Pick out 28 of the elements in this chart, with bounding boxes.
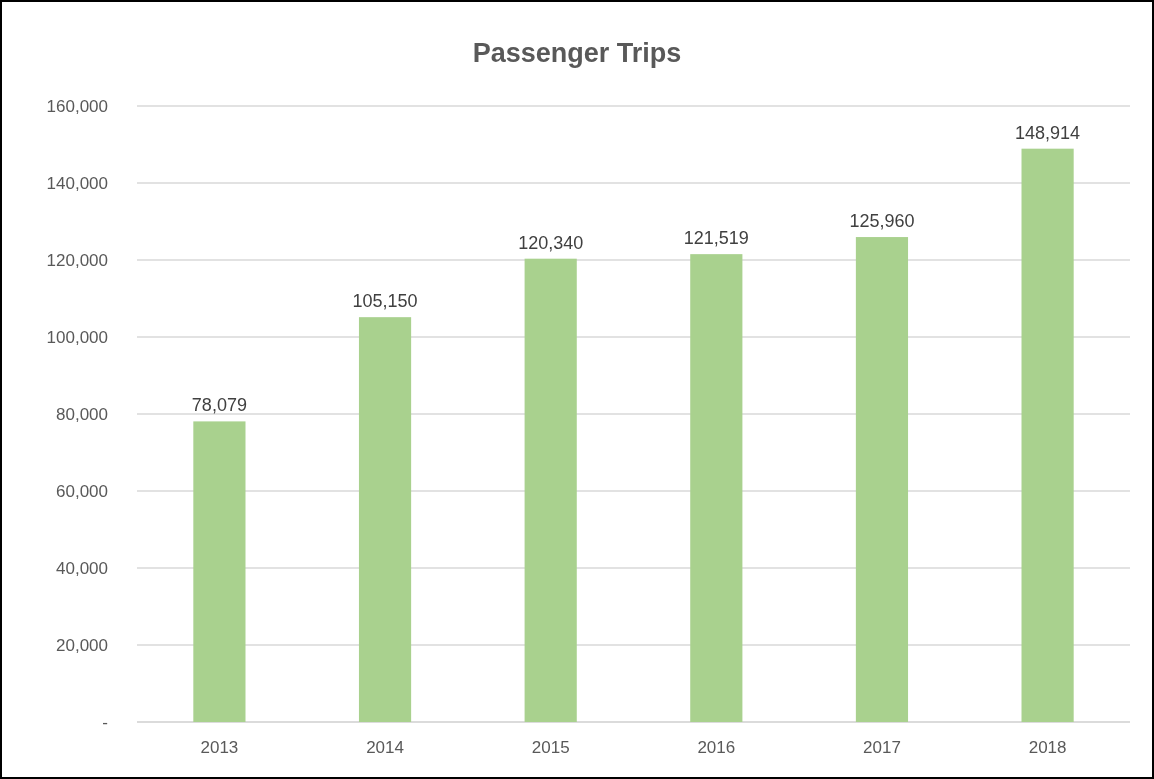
bar: [1021, 148, 1074, 722]
data-label: 148,914: [1015, 122, 1081, 143]
x-tick-label: 2015: [531, 738, 570, 757]
data-label: 105,150: [352, 291, 418, 312]
y-tick-label: 60,000: [56, 481, 108, 501]
y-tick-label: 100,000: [46, 327, 108, 347]
y-tick-label: -: [102, 712, 108, 732]
data-label: 78,079: [191, 395, 247, 416]
x-tick-label: 2017: [863, 738, 901, 757]
x-tick-label: 2016: [697, 738, 736, 757]
x-tick-label: 2014: [366, 738, 404, 757]
y-tick-label: 20,000: [56, 635, 108, 655]
y-tick-label: 140,000: [46, 173, 108, 193]
y-tick-label: 160,000: [46, 96, 108, 116]
chart-title: Passenger Trips: [472, 38, 682, 68]
data-label: 125,960: [849, 211, 915, 232]
y-tick-label: 40,000: [56, 558, 108, 578]
x-tick-label: 2013: [200, 738, 239, 757]
bar: [855, 237, 909, 722]
bar: [524, 258, 577, 722]
data-label: 121,519: [683, 228, 749, 249]
bar: [358, 317, 412, 722]
data-label: 120,340: [518, 232, 584, 253]
x-tick-label: 2018: [1028, 738, 1067, 757]
bar: [690, 254, 743, 722]
y-tick-label: 120,000: [46, 250, 108, 270]
y-tick-label: 80,000: [56, 404, 108, 424]
bar: [193, 421, 246, 722]
